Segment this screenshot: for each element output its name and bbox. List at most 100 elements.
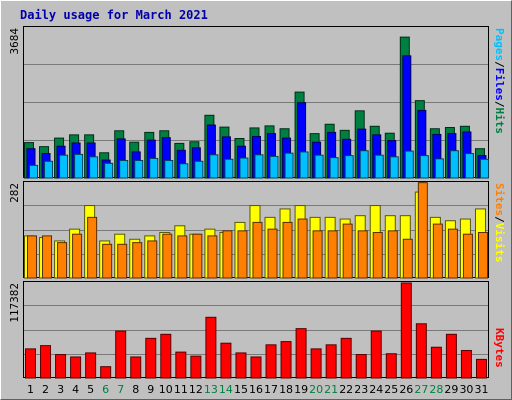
x-tick-label-17: 17: [264, 383, 278, 396]
bar-kbytes-day-14: [220, 342, 232, 379]
bar-sites-day-28: [432, 223, 443, 279]
x-tick-label-21: 21: [324, 383, 338, 396]
bar-kbytes-day-23: [355, 354, 367, 379]
bar-sites-day-6: [102, 243, 113, 279]
bar-kbytes-day-19: [295, 328, 307, 379]
y-max-label-1: 282: [8, 183, 21, 203]
bar-sites-day-18: [282, 221, 293, 279]
bar-kbytes-day-15: [235, 352, 247, 379]
bar-pages-day-18: [284, 152, 294, 179]
legend-visits: Visits: [493, 222, 506, 263]
bar-kbytes-day-10: [160, 333, 172, 379]
legend-sites: Sites: [493, 183, 506, 217]
legend-files: Files: [493, 67, 506, 101]
x-tick-label-22: 22: [339, 383, 353, 396]
bar-pages-day-5: [89, 156, 99, 179]
bar-kbytes-day-24: [370, 330, 382, 379]
bar-pages-day-30: [464, 153, 474, 179]
bar-kbytes-day-6: [100, 366, 112, 379]
bar-pages-day-26: [404, 150, 414, 179]
bar-pages-day-7: [119, 159, 129, 179]
bar-kbytes-day-3: [55, 354, 67, 379]
bar-kbytes-day-25: [385, 353, 397, 379]
bar-kbytes-day-5: [85, 352, 97, 379]
legend-hits-files-pages: Pages/Files/Hits: [493, 28, 506, 178]
bar-kbytes-day-21: [325, 344, 337, 379]
bar-sites-day-11: [177, 235, 188, 279]
x-tick-label-25: 25: [384, 383, 398, 396]
x-tick-label-20: 20: [309, 383, 323, 396]
bar-pages-day-31: [479, 158, 489, 179]
bar-pages-day-15: [239, 157, 249, 179]
bar-kbytes-day-31: [475, 358, 487, 379]
bar-kbytes-day-28: [430, 346, 442, 379]
legend-sep-1: /: [493, 61, 506, 68]
bar-kbytes-day-2: [40, 345, 52, 379]
bar-pages-day-16: [254, 154, 264, 179]
bar-sites-day-13: [207, 235, 218, 279]
bar-kbytes-day-20: [310, 348, 322, 379]
x-tick-label-29: 29: [444, 383, 458, 396]
bar-pages-day-3: [59, 154, 69, 179]
bar-sites-day-19: [297, 218, 308, 279]
bar-kbytes-day-9: [145, 337, 157, 379]
x-tick-label-3: 3: [57, 383, 64, 396]
bar-kbytes-day-27: [415, 323, 427, 379]
x-tick-label-27: 27: [414, 383, 428, 396]
y-max-label-0: 3684: [8, 28, 21, 55]
legend-kbytes-wrap: KBytes: [493, 328, 506, 378]
bar-pages-day-29: [449, 150, 459, 179]
bar-pages-day-10: [164, 159, 174, 179]
x-tick-label-26: 26: [399, 383, 413, 396]
x-tick-label-13: 13: [204, 383, 218, 396]
bar-pages-day-19: [299, 151, 309, 179]
bar-pages-day-9: [149, 157, 159, 179]
x-tick-label-6: 6: [102, 383, 109, 396]
bar-pages-day-23: [359, 150, 369, 179]
x-tick-label-8: 8: [132, 383, 139, 396]
bar-sites-day-5: [87, 216, 98, 279]
bar-sites-day-21: [327, 230, 338, 279]
x-tick-label-2: 2: [42, 383, 49, 396]
x-tick-label-30: 30: [459, 383, 473, 396]
y-max-label-2: 117382: [8, 283, 21, 323]
bar-pages-day-25: [389, 156, 399, 179]
bar-pages-day-1: [29, 164, 38, 179]
bar-pages-day-17: [269, 155, 279, 179]
legend-sep-3: /: [493, 216, 506, 223]
x-tick-label-23: 23: [354, 383, 368, 396]
bar-sites-day-25: [387, 230, 398, 279]
bar-kbytes-day-22: [340, 337, 352, 379]
bar-sites-day-7: [117, 243, 128, 279]
legend-hits: Hits: [493, 107, 506, 135]
bar-sites-day-20: [312, 230, 323, 279]
bar-kbytes-day-11: [175, 351, 187, 379]
bar-pages-day-13: [209, 154, 219, 179]
chart-title: Daily usage for March 2021: [20, 8, 208, 22]
x-tick-label-14: 14: [219, 383, 233, 396]
legend-pages: Pages: [493, 28, 506, 62]
x-tick-label-4: 4: [72, 383, 79, 396]
x-tick-label-11: 11: [174, 383, 188, 396]
bar-sites-day-10: [162, 233, 173, 279]
bar-pages-day-12: [194, 160, 204, 179]
bar-sites-day-12: [192, 233, 203, 279]
bar-pages-day-27: [419, 155, 429, 179]
bar-sites-day-27: [417, 182, 428, 279]
bar-pages-day-14: [224, 158, 234, 179]
bar-pages-day-28: [434, 158, 444, 179]
x-tick-label-18: 18: [279, 383, 293, 396]
bar-sites-day-24: [372, 232, 383, 279]
x-tick-label-31: 31: [474, 383, 488, 396]
bar-pages-day-24: [374, 154, 384, 179]
bar-kbytes-day-8: [130, 356, 142, 379]
bar-kbytes-day-4: [70, 356, 82, 379]
legend-kbytes: KBytes: [493, 328, 506, 368]
x-tick-label-7: 7: [117, 383, 124, 396]
bar-kbytes-day-26: [400, 282, 412, 379]
bar-sites-day-1: [27, 235, 37, 279]
bar-sites-day-2: [42, 235, 53, 279]
bar-pages-day-4: [74, 153, 84, 179]
bar-sites-day-29: [447, 228, 458, 279]
